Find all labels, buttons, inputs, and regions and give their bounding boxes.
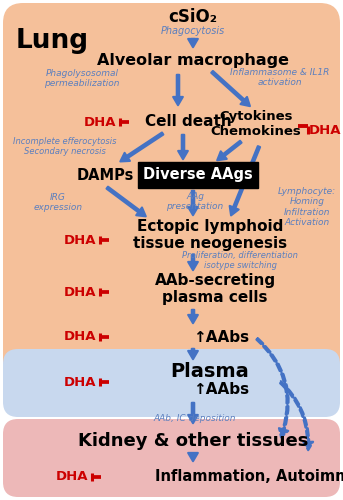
Text: Cell death: Cell death <box>145 114 232 130</box>
Text: DAMPs: DAMPs <box>76 168 134 182</box>
FancyArrowPatch shape <box>188 453 198 461</box>
FancyArrowPatch shape <box>188 310 198 323</box>
Text: Lymphocyte:
Homing
Infiltration
Activation: Lymphocyte: Homing Infiltration Activati… <box>278 187 336 227</box>
FancyBboxPatch shape <box>3 349 340 417</box>
Text: ↑AAbs: ↑AAbs <box>193 330 249 344</box>
Text: Cytokines
Chemokines: Cytokines Chemokines <box>211 110 301 138</box>
FancyArrowPatch shape <box>211 71 250 106</box>
FancyArrowPatch shape <box>188 349 198 359</box>
Text: Inflammation, Autoimmunity: Inflammation, Autoimmunity <box>155 470 343 484</box>
Text: AAb-secreting
plasma cells: AAb-secreting plasma cells <box>154 273 275 305</box>
Text: Plasma: Plasma <box>170 362 249 381</box>
Text: Inflammasome & IL1R
activation: Inflammasome & IL1R activation <box>230 68 330 87</box>
Text: Diverse AAgs: Diverse AAgs <box>143 168 253 182</box>
FancyArrowPatch shape <box>188 403 198 423</box>
Text: Incomplete efferocytosis
Secondary necrosis: Incomplete efferocytosis Secondary necro… <box>13 137 117 156</box>
Text: ↑AAbs: ↑AAbs <box>193 382 249 396</box>
Text: Kidney & other tissues: Kidney & other tissues <box>78 432 308 450</box>
Text: DHA: DHA <box>84 116 116 128</box>
Text: Ectopic lymphoid
tissue neogenesis: Ectopic lymphoid tissue neogenesis <box>133 219 287 251</box>
Text: Alveolar macrophage: Alveolar macrophage <box>97 53 289 68</box>
FancyArrowPatch shape <box>120 132 163 162</box>
Text: Lung: Lung <box>16 28 89 54</box>
Text: AAb, IC deposition: AAb, IC deposition <box>154 414 236 423</box>
FancyArrowPatch shape <box>188 255 198 270</box>
FancyArrowPatch shape <box>188 191 198 215</box>
Text: DHA: DHA <box>64 286 96 298</box>
Text: DHA: DHA <box>64 234 96 246</box>
FancyArrowPatch shape <box>279 381 313 450</box>
Text: DHA: DHA <box>64 376 96 388</box>
FancyArrowPatch shape <box>230 146 260 216</box>
FancyArrowPatch shape <box>106 186 146 216</box>
FancyArrowPatch shape <box>173 75 183 105</box>
FancyBboxPatch shape <box>3 419 340 497</box>
Text: Phagocytosis: Phagocytosis <box>161 26 225 36</box>
Text: Proliferation, differentiation
isotype switching: Proliferation, differentiation isotype s… <box>182 251 298 270</box>
Text: IRG
expression: IRG expression <box>33 193 83 212</box>
Text: DHA: DHA <box>309 124 341 136</box>
FancyBboxPatch shape <box>3 3 340 396</box>
Text: cSiO₂: cSiO₂ <box>168 8 217 26</box>
Text: Phagolysosomal
permeabilization: Phagolysosomal permeabilization <box>44 69 120 88</box>
FancyArrowPatch shape <box>256 338 289 438</box>
Text: DHA: DHA <box>64 330 96 344</box>
Text: AAg
presentation: AAg presentation <box>166 192 224 212</box>
Text: DHA: DHA <box>56 470 88 484</box>
FancyArrowPatch shape <box>178 135 188 159</box>
FancyArrowPatch shape <box>217 140 241 160</box>
FancyArrowPatch shape <box>188 39 198 47</box>
